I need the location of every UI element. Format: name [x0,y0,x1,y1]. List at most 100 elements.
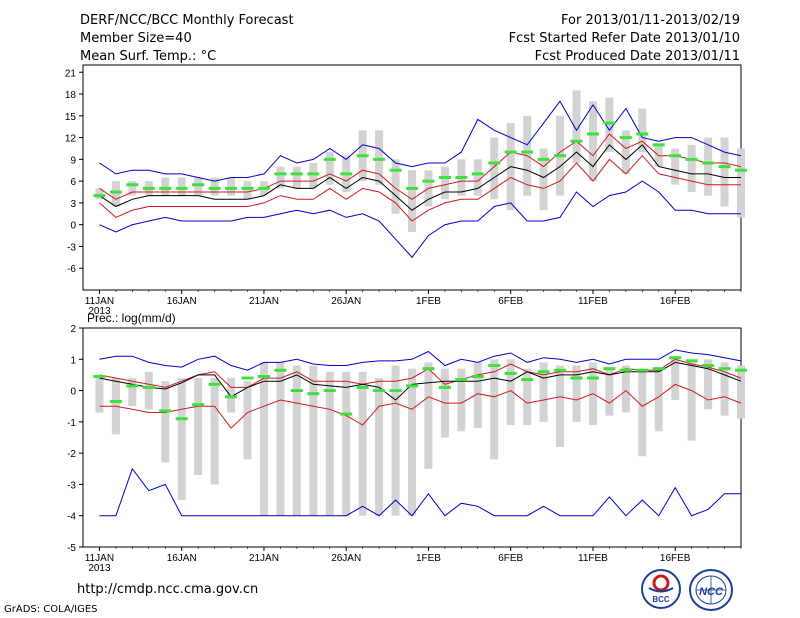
ensemble-box [128,378,137,407]
x-tick-label: 16FEB [660,296,691,307]
ensemble-box [194,177,203,196]
ensemble-box [358,371,367,516]
ensemble-box [177,378,186,501]
ensemble-box [638,108,647,153]
x-tick-label: 6FEB [498,553,523,564]
ensemble-box [572,365,581,422]
panel-2 [79,327,747,551]
ensemble-marker [241,186,254,190]
ensemble-marker [225,395,238,399]
ensemble-box [473,159,482,196]
ensemble-box [588,101,597,182]
ensemble-marker [685,157,698,161]
ensemble-box [737,365,745,419]
y-tick-label: -2 [67,449,76,460]
ensemble-marker [406,186,418,190]
ensemble-marker [636,132,649,136]
ensemble-box [605,97,614,153]
ensemble-marker [323,389,336,393]
x-tick-label: 1FEB [416,296,441,307]
ensemble-marker [537,370,550,374]
ensemble-box [144,371,153,410]
upper_quartile-line [99,358,742,388]
ensemble-marker [438,385,451,389]
ensemble-box [490,137,499,200]
ensemble-marker [257,374,270,378]
ensemble-box [227,177,236,196]
variable-label: Mean Surf. Temp.: °C [80,49,217,64]
source-url[interactable]: http://cmdp.ncc.cma.gov.cn [77,582,259,597]
ensemble-marker [702,161,715,165]
ensemble-box [506,359,515,425]
ensemble-marker [521,150,534,154]
ensemble-marker [373,157,386,161]
y-tick-label: 18 [65,90,77,101]
ensemble-box [95,188,104,200]
ensemble-marker [636,368,649,372]
y-tick-label: 3 [70,199,76,210]
ensemble-marker [307,172,320,176]
produced-date: Fcst Produced Date 2013/01/11 [534,49,740,64]
x-tick-label: 11FEB [578,553,608,564]
ensemble-box [243,381,252,460]
svg-text:NCC: NCC [699,586,724,598]
ensemble-box [523,368,532,425]
ensemble-marker [570,376,583,380]
ensemble-box [276,362,285,516]
x-tick-label: 11JAN [85,296,114,307]
ensemble-marker [307,392,320,396]
ensemble-box [572,90,581,163]
y-tick-label: -3 [67,242,76,253]
panel-1 [79,64,747,294]
y-tick-label: 15 [65,112,77,123]
mean-line [99,361,742,401]
ensemble-marker [537,157,550,161]
ensemble-box [704,359,713,410]
max-line [99,100,742,182]
ensemble-box [720,362,729,416]
ensemble-marker [735,368,747,372]
ensemble-box [375,378,384,516]
ensemble-marker [126,183,139,187]
ensemble-box [556,365,565,447]
x-tick-label: 11JAN [85,553,114,564]
ensemble-marker [192,183,205,187]
x-tick-label: 21JAN [249,296,279,307]
ensemble-box [210,378,219,485]
ensemble-marker [570,139,583,143]
member-size: Member Size=40 [80,31,192,46]
ensemble-box [309,162,318,189]
ensemble-box [128,181,137,196]
ensemble-marker [175,417,188,421]
ensemble-box [457,368,466,432]
x-tick-label: 16FEB [660,553,691,564]
ensemble-box [440,166,449,200]
ensemble-marker [455,378,468,382]
ensemble-box [95,378,104,413]
ensemble-marker [241,376,254,380]
ensemble-marker [175,186,188,190]
ensemble-box [654,368,663,432]
ensemble-box [621,130,630,174]
ensemble-box [408,368,416,516]
ensemble-marker [356,154,369,158]
ensemble-marker [274,368,287,372]
ensemble-marker [93,194,106,198]
year-label: 2013 [88,306,111,317]
ensemble-marker [554,154,567,158]
y-tick-label: -4 [67,512,76,523]
ensemble-marker [603,121,616,125]
ensemble-marker [356,385,369,389]
ensemble-marker [373,389,386,393]
ensemble-marker [389,168,402,172]
ensemble-marker [554,368,567,372]
ensemble-box [671,148,680,185]
ensemble-marker [735,168,747,172]
ensemble-box [325,152,334,185]
start-date: Fcst Started Refer Date 2013/01/10 [508,31,740,46]
ensemble-box [490,359,499,460]
ensemble-box [161,381,170,463]
ensemble-marker [438,176,451,179]
ensemble-marker [159,186,172,190]
